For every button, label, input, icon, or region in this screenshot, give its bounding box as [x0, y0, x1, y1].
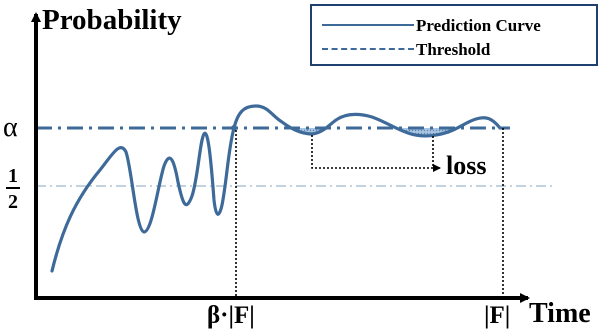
loss-label: loss	[446, 151, 487, 180]
x-axis-label: Time	[529, 298, 591, 329]
legend-item-prediction: Prediction Curve	[312, 14, 596, 36]
half-numerator: 1	[8, 165, 18, 187]
beta-f-label: β·|F|	[207, 302, 255, 329]
loss-bracket	[311, 135, 441, 172]
legend: Prediction Curve Threshold	[310, 4, 598, 66]
legend-label: Threshold	[416, 40, 491, 59]
legend-label: Prediction Curve	[416, 16, 541, 35]
half-denominator: 2	[8, 191, 18, 213]
legend-item-threshold: Threshold	[312, 38, 596, 60]
alpha-label: α	[3, 112, 18, 143]
fraction-bar	[6, 187, 20, 189]
crossing-point	[231, 125, 237, 131]
f-label: |F|	[484, 302, 511, 329]
legend-swatch-dashdot	[322, 48, 414, 50]
prediction-curve	[50, 104, 502, 273]
legend-swatch-solid	[322, 24, 414, 26]
y-axis-label: Probability	[42, 4, 182, 36]
